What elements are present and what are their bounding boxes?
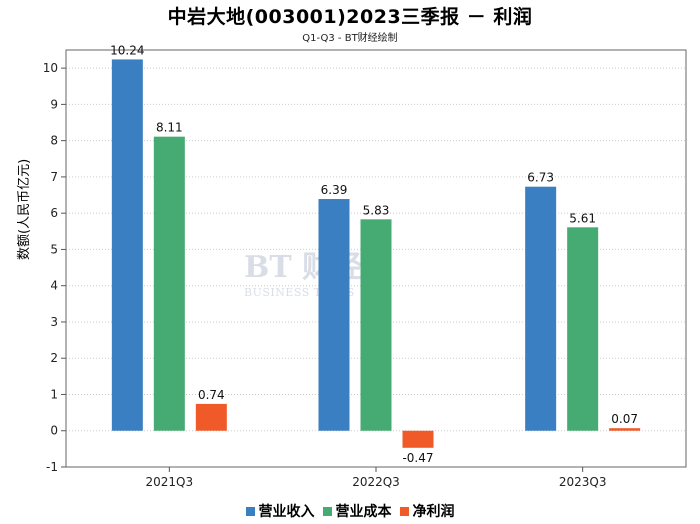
- legend-item: 营业成本: [322, 501, 392, 521]
- bar: [402, 430, 434, 448]
- bar: [525, 186, 557, 431]
- data-label: 10.24: [110, 43, 144, 57]
- legend-label: 净利润: [412, 504, 455, 520]
- data-label: 8.11: [156, 121, 183, 135]
- data-label: 5.61: [569, 211, 596, 225]
- legend-item: 净利润: [399, 501, 455, 521]
- legend-swatch: [322, 506, 332, 516]
- bar: [111, 59, 143, 431]
- chart-title: 中岩大地(003001)2023三季报 － 利润: [167, 6, 533, 28]
- legend-item: 营业收入: [245, 501, 315, 521]
- data-label: -0.47: [402, 451, 433, 465]
- bar: [195, 403, 227, 431]
- x-tick-label: 2021Q3: [146, 475, 194, 489]
- y-tick-label: 8: [50, 134, 58, 148]
- legend-swatch: [399, 506, 409, 516]
- data-label: 5.83: [363, 203, 390, 217]
- legend: 营业收入 营业成本 净利润: [0, 501, 700, 521]
- y-tick-label: 9: [50, 97, 58, 111]
- bar: [153, 136, 185, 431]
- bars: [111, 59, 641, 448]
- y-tick-label: 3: [50, 315, 58, 329]
- data-label: 0.07: [611, 412, 638, 426]
- chart-subtitle: Q1-Q3 - BT财经绘制: [302, 33, 398, 44]
- y-tick-label: 0: [50, 424, 58, 438]
- bar: [318, 199, 350, 431]
- y-tick-label: -1: [46, 460, 58, 474]
- axes: -1 0 1 2 3 4 5 6 7 8 9 10 2021Q3 2022Q3 2023Q3: [43, 49, 687, 489]
- legend-label: 营业收入: [258, 504, 315, 520]
- y-tick-label: 4: [50, 279, 58, 293]
- legend-swatch: [245, 506, 255, 516]
- x-tick-label: 2022Q3: [352, 475, 400, 489]
- y-tick-label: 2: [50, 351, 58, 365]
- data-labels: 10.24 8.11 0.74 6.39 5.83 -0.47 6.73 5.61 0.07: [110, 43, 638, 464]
- profit-bar-chart: -1 0 1 2 3 4 5 6 7 8 9 10 2021Q3 2022Q3 2023Q3 10.24 8.…: [43, 43, 687, 489]
- x-tick-label: 2023Q3: [559, 475, 607, 489]
- y-tick-label: 5: [50, 242, 58, 256]
- y-tick-label: 1: [50, 387, 58, 401]
- bar: [609, 428, 641, 431]
- bar: [360, 219, 392, 431]
- data-label: 6.39: [321, 183, 348, 197]
- y-tick-label: 7: [50, 170, 58, 184]
- y-tick-label: 6: [50, 206, 58, 220]
- data-label: 6.73: [527, 171, 554, 185]
- data-label: 0.74: [198, 388, 225, 402]
- bar: [567, 227, 599, 431]
- y-tick-label: 10: [43, 61, 58, 75]
- legend-label: 营业成本: [335, 504, 392, 520]
